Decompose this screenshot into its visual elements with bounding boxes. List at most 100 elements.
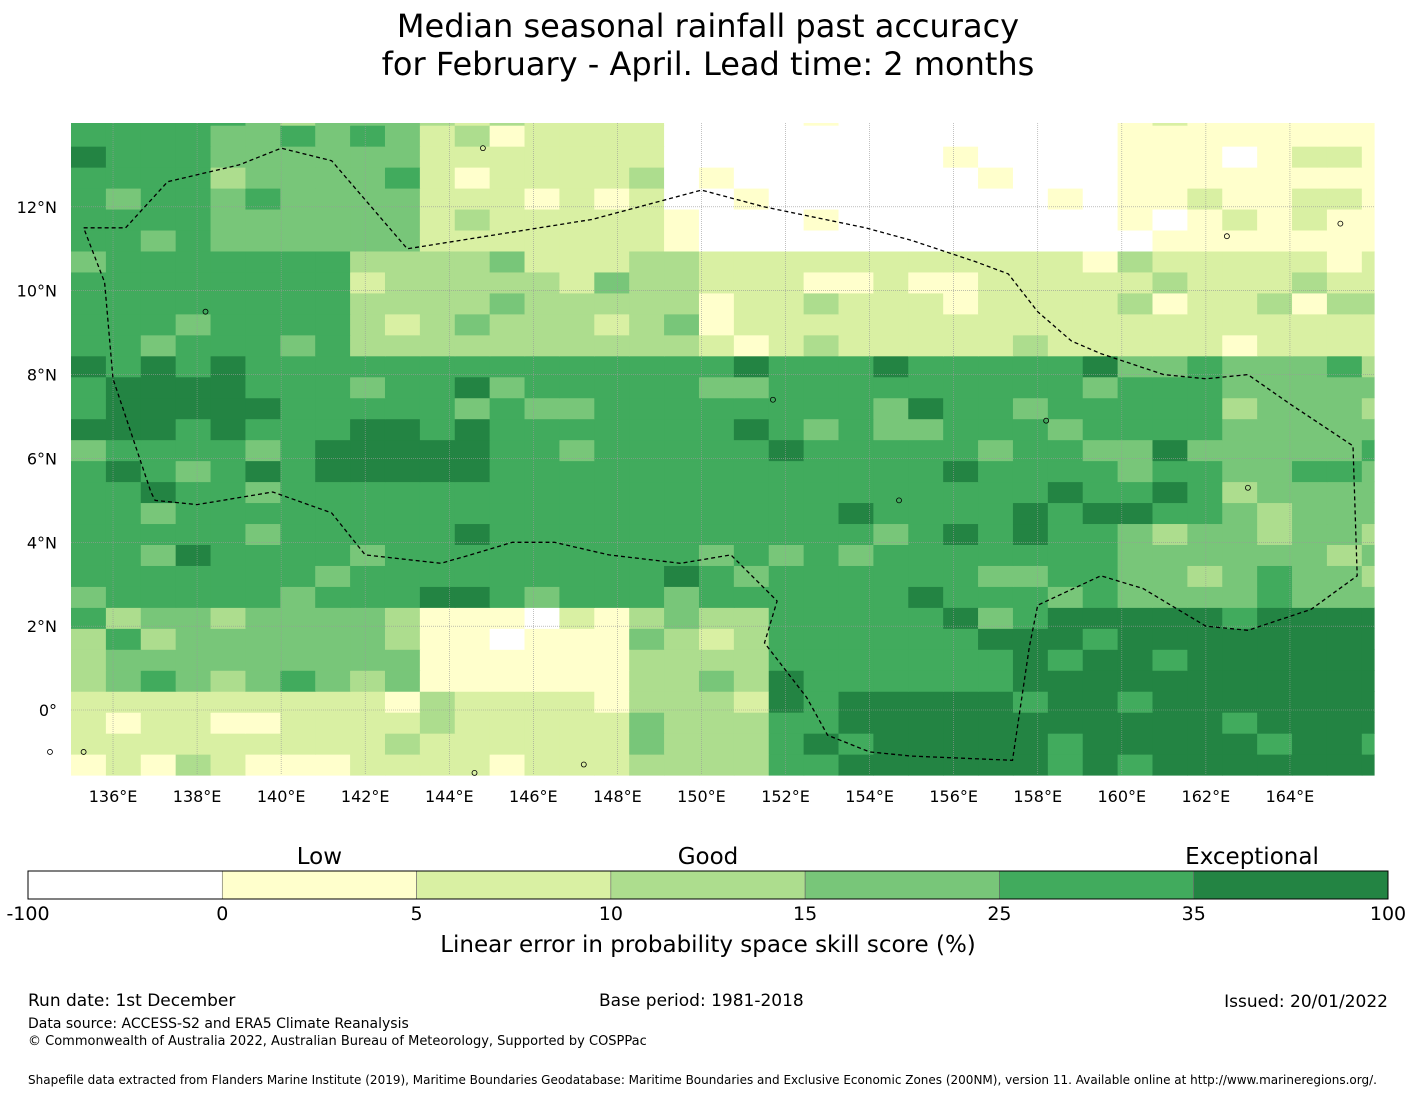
grid-cell <box>350 607 386 629</box>
grid-cell <box>908 670 944 692</box>
grid-cell <box>594 733 630 755</box>
grid-cell <box>489 271 526 294</box>
grid-cell <box>559 418 595 441</box>
grid-cell <box>1012 334 1049 357</box>
grid-cell <box>350 523 386 545</box>
grid-cell <box>524 292 561 315</box>
grid-cell <box>803 123 840 126</box>
grid-cell <box>664 397 700 420</box>
grid-cell <box>1187 292 1223 315</box>
grid-cell <box>873 733 909 755</box>
grid-cell <box>280 628 316 650</box>
grid-cell <box>315 292 351 315</box>
grid-cell <box>489 502 526 525</box>
grid-cell <box>1117 167 1154 189</box>
grid-cell <box>175 334 212 357</box>
grid-cell <box>140 292 177 315</box>
grid-cell <box>664 292 700 315</box>
grid-cell <box>1222 313 1258 336</box>
grid-cell <box>838 313 874 336</box>
grid-cell <box>210 229 247 252</box>
map-title-line2: for February - April. Lead time: 2 month… <box>381 45 1035 83</box>
grid-cell <box>664 355 700 378</box>
grid-cell <box>1361 586 1375 608</box>
grid-cell <box>489 250 526 273</box>
grid-cell <box>175 523 212 545</box>
grid-cell <box>140 607 177 629</box>
grid-cell <box>419 733 456 755</box>
grid-cell <box>1082 481 1119 504</box>
grid-cell <box>1047 565 1084 587</box>
grid-cell <box>1012 691 1049 713</box>
grid-cell <box>1257 250 1293 273</box>
grid-cell <box>803 544 840 566</box>
grid-cell <box>1082 334 1119 357</box>
grid-cell <box>698 125 735 147</box>
grid-cell <box>908 481 944 504</box>
grid-cell <box>1047 586 1084 608</box>
grid-cell <box>71 523 107 545</box>
grid-cell <box>838 481 874 504</box>
island-outline <box>80 749 87 755</box>
colorbar-category-label: Exceptional <box>1185 844 1319 870</box>
grid-cell <box>245 334 281 357</box>
lat-tick-label: 4°N <box>27 533 57 552</box>
grid-cell <box>1326 523 1363 545</box>
grid-cell <box>175 544 212 566</box>
grid-cell <box>1361 460 1375 483</box>
grid-cell <box>1047 754 1084 776</box>
grid-cell <box>280 167 316 189</box>
grid-cell <box>1326 481 1363 504</box>
grid-cell <box>698 733 735 755</box>
grid-cell <box>1012 460 1049 483</box>
grid-cell <box>1361 544 1375 566</box>
grid-cell <box>873 754 909 776</box>
grid-cell <box>1047 146 1084 168</box>
grid-cell <box>629 670 665 692</box>
grid-cell <box>210 670 247 692</box>
grid-cell <box>454 146 491 168</box>
grid-cell <box>629 397 665 420</box>
lat-tick-label: 12°N <box>17 198 57 217</box>
grid-cell <box>71 292 107 315</box>
grid-cell <box>594 376 630 399</box>
grid-cell <box>559 313 595 336</box>
copyright: © Commonwealth of Australia 2022, Austra… <box>28 1034 647 1049</box>
grid-cell <box>1012 292 1049 315</box>
grid-cell <box>873 376 909 399</box>
grid-cell <box>943 250 979 273</box>
grid-cell <box>175 460 212 483</box>
grid-cell <box>1152 397 1188 420</box>
grid-cell <box>71 670 107 692</box>
grid-cell <box>1082 544 1119 566</box>
colorbar-edge-label: 15 <box>793 903 817 925</box>
grid-cell <box>419 691 456 713</box>
grid-cell <box>1152 355 1188 378</box>
grid-cell <box>733 481 770 504</box>
grid-cell <box>1257 439 1293 462</box>
grid-cell <box>140 733 177 755</box>
grid-cell <box>838 229 874 252</box>
grid-cell <box>384 607 421 629</box>
grid-cell <box>1292 125 1328 147</box>
colorbar-edge-label: 5 <box>411 903 423 925</box>
grid-cell <box>1292 544 1328 566</box>
grid-cell <box>1222 628 1258 650</box>
grid-cell <box>489 481 526 504</box>
grid-cell <box>175 250 212 273</box>
island-outline <box>1043 417 1050 424</box>
grid-cell <box>664 334 700 357</box>
grid-cell <box>350 250 386 273</box>
grid-cell <box>803 334 840 357</box>
grid-cell <box>1257 481 1293 504</box>
grid-cell <box>1012 439 1049 462</box>
grid-cell <box>1117 670 1154 692</box>
grid-cell <box>1257 586 1293 608</box>
grid-cell <box>175 376 212 399</box>
grid-cell <box>489 313 526 336</box>
grid-cell <box>1222 607 1258 629</box>
eez-line <box>82 147 1358 761</box>
grid-cell <box>175 187 212 210</box>
grid-cell <box>175 229 212 252</box>
grid-cell <box>350 125 386 147</box>
